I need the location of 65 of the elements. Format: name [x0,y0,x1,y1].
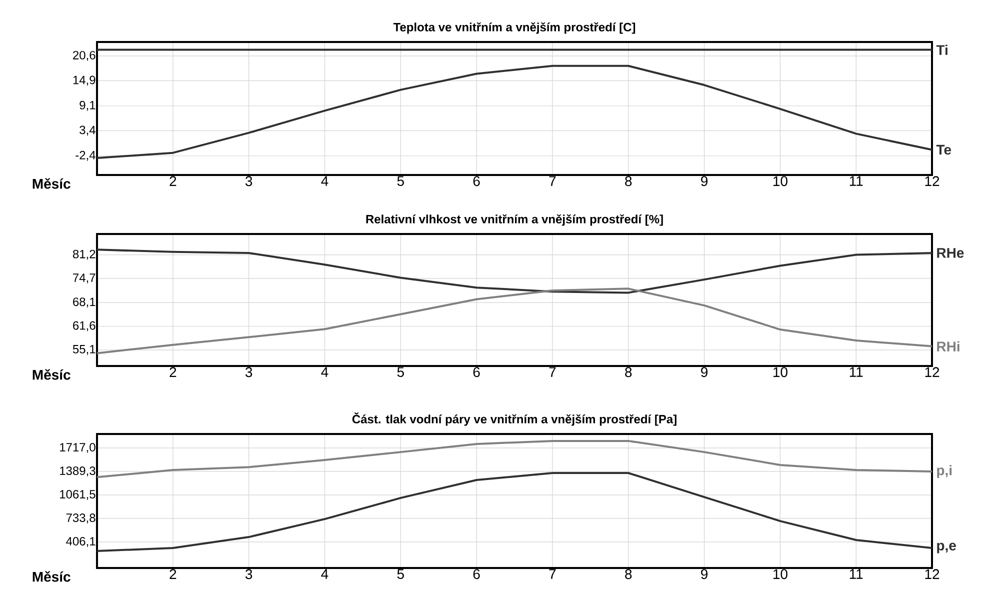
y-tick-label: 406,1 [66,537,96,547]
x-tick-label: 3 [245,176,252,186]
line-series [96,248,933,294]
x-tick-label: 4 [321,176,328,186]
line-series [96,64,933,160]
y-tick-label: 1061,5 [60,490,96,500]
x-tick-label: 8 [625,569,632,580]
line-series [96,288,933,354]
x-tick-label: 11 [850,176,863,186]
x-tick-label: 7 [549,367,556,377]
y-tick-label: 61,6 [73,321,96,332]
x-tick-label: 3 [245,367,252,378]
x-tick-label: 3 [245,569,252,580]
chart-title: Teplota ve vnitřním a vnějším prostředí [C] [393,22,636,34]
x-tick-label: 12 [925,367,940,377]
x-axis-title: Měsíc [32,571,70,582]
x-tick-label: 9 [701,176,708,186]
x-tick-label: 5 [397,569,404,579]
x-tick-label: 8 [625,176,632,186]
x-tick-label: 9 [701,367,708,378]
y-tick-label: 68,1 [73,298,96,308]
x-tick-label: 2 [170,176,176,186]
x-tick-label: 7 [549,176,556,186]
y-tick-label: 733,8 [66,514,96,524]
x-tick-label: 5 [397,367,404,377]
x-tick-label: 5 [397,176,404,186]
y-tick-label: 1389,3 [60,466,96,476]
x-tick-label: 4 [321,367,328,377]
x-tick-label: 12 [925,176,940,186]
line-series [96,472,933,552]
y-tick-label: -2,4 [76,150,96,161]
x-tick-label: 8 [625,367,632,378]
y-tick-label: 20,6 [73,50,96,61]
x-tick-label: 6 [473,176,480,186]
chart-title: Část. tlak vodní páry ve vnitřním a vnějším prostředí [Pa] [352,412,676,426]
series-label: Te [936,144,952,155]
x-tick-label: 6 [473,367,480,378]
y-tick-label: 14,9 [73,76,96,86]
x-tick-label: 11 [850,367,863,377]
y-tick-label: 1717,0 [60,443,96,453]
chart-title: Relativní vlhkost ve vnitřním a vnějším prostředí [%] [366,214,663,226]
y-tick-label: 55,1 [72,345,96,355]
x-tick-label: 6 [473,569,480,580]
series-label: p,i [937,464,952,478]
series-label: Ti [936,44,948,55]
x-tick-label: 10 [773,176,788,186]
y-tick-label: 3,4 [80,126,96,136]
x-tick-label: 11 [850,569,863,579]
x-tick-label: 10 [773,367,788,378]
y-tick-label: 9,1 [80,100,96,111]
x-axis-title: Měsíc [32,369,70,380]
series-label: p,e [937,542,956,554]
x-tick-label: 4 [321,569,328,579]
x-tick-label: 10 [773,569,788,580]
x-tick-label: 2 [170,569,176,579]
series-label: RHe [937,248,964,258]
y-tick-label: 81,2 [72,250,96,260]
x-axis-title: Měsíc [32,178,70,189]
x-tick-label: 12 [925,569,940,579]
line-series [96,440,933,478]
x-tick-label: 2 [170,367,176,377]
x-tick-label: 9 [701,569,708,580]
y-tick-label: 74,7 [73,274,96,284]
series-label: RHi [937,341,960,352]
x-tick-label: 7 [549,569,556,579]
